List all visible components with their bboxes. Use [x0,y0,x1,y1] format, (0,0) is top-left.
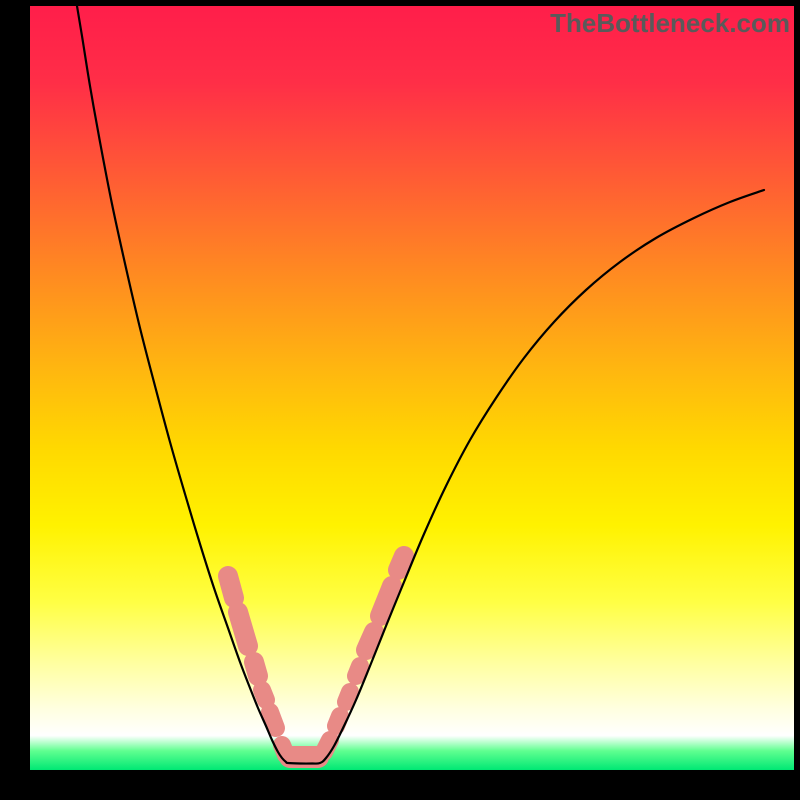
bottleneck-curve-layer [30,6,794,770]
bottleneck-curve [76,6,764,764]
watermark-text: TheBottleneck.com [550,8,790,39]
outer-frame: TheBottleneck.com [0,0,800,800]
plot-area [30,6,794,770]
